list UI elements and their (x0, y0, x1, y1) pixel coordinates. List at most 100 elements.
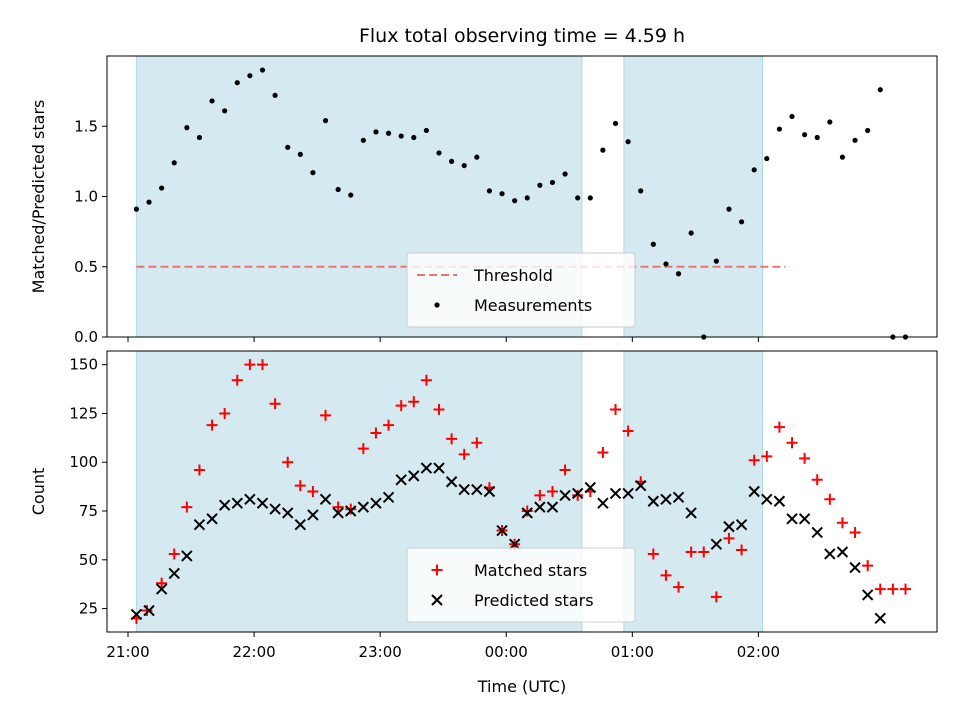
predicted-stars-point (181, 550, 193, 562)
predicted-stars-point (723, 520, 735, 533)
matched-stars-point (748, 454, 760, 466)
measurements-point (789, 113, 795, 120)
legend-label: Matched stars (474, 561, 587, 580)
measurements-point (474, 154, 480, 160)
measurements-point (776, 126, 783, 132)
measurements-point (247, 73, 253, 79)
matched-stars-point (723, 532, 735, 544)
matched-stars-point (256, 359, 268, 371)
y-tick-label: 100 (69, 453, 98, 471)
measurements-point (411, 134, 417, 141)
measurements-point (852, 137, 858, 143)
predicted-stars-point (496, 524, 508, 537)
predicted-stars-point (748, 485, 760, 498)
measurements-point (802, 132, 808, 138)
ratio-marks (133, 67, 909, 340)
predicted-stars-point (345, 505, 357, 517)
predicted-stars-point (609, 487, 622, 500)
predicted-stars-point (811, 526, 823, 539)
y-axis-label: Count (29, 468, 48, 516)
matched-stars-point (786, 437, 798, 449)
y-tick-label: 50 (79, 551, 98, 569)
measurements-point (675, 271, 682, 277)
measurements-point (524, 195, 530, 201)
matched-stars-point (773, 421, 785, 433)
predicted-stars-point (143, 604, 155, 617)
matched-stars-point (572, 489, 584, 501)
measurements-point (827, 119, 833, 125)
matched-stars-point (307, 486, 319, 497)
matched-stars-point (357, 443, 369, 455)
predicted-stars-point (382, 491, 395, 504)
predicted-stars-point (206, 513, 218, 525)
measurements-point (385, 130, 392, 136)
measurements-point (259, 67, 266, 73)
measurements-point (839, 154, 846, 160)
predicted-stars-point (559, 489, 571, 502)
measurements-point (638, 188, 644, 194)
y-tick-label: 75 (79, 502, 98, 520)
measurements-point (738, 219, 745, 225)
measurements-point (222, 108, 228, 114)
matched-stars-point (458, 448, 470, 460)
legend-box (406, 252, 636, 328)
predicted-stars-point (218, 499, 231, 511)
ratio-legend: Threshold Measurements (406, 252, 636, 328)
predicted-stars-point (798, 513, 811, 525)
matched-stars-point (320, 409, 332, 421)
measurements-point (449, 158, 455, 164)
predicted-stars-point (307, 509, 319, 521)
predicted-stars-point (408, 470, 420, 482)
matched-stars-point (141, 605, 153, 617)
measurements-point (600, 147, 606, 153)
matched-stars-point (244, 359, 256, 371)
predicted-stars-point (597, 497, 609, 509)
predicted-stars-point (458, 483, 470, 496)
y-axis-label: Matched/Predicted stars (29, 100, 48, 294)
y-tick-label: 0.0 (74, 328, 98, 346)
observing-window-2 (623, 55, 764, 338)
matched-stars-point (811, 474, 823, 486)
legend-label: Measurements (474, 296, 592, 315)
matched-stars-point (231, 374, 243, 386)
measurements-point (713, 258, 719, 264)
matched-stars-point (269, 398, 281, 410)
predicted-stars-point (735, 518, 748, 531)
predicted-stars-point (256, 497, 269, 509)
predicted-stars-point (294, 518, 307, 531)
y-tick-label: 125 (69, 404, 98, 422)
measurements-point (159, 185, 165, 191)
y-tick-label: 150 (69, 356, 98, 374)
y-tick-label: 1.5 (74, 117, 98, 135)
matched-stars-point (559, 464, 571, 476)
matched-stars-point (874, 583, 886, 595)
measurements-point (423, 127, 429, 134)
matched-stars-point (862, 560, 874, 572)
count-axes: 25 50 75 100 125 150 21:00 22:00 23:00 00:00 01:00… (29, 350, 938, 661)
predicted-stars-point (710, 538, 723, 550)
matched-stars-point (420, 374, 432, 386)
predicted-stars-point (773, 495, 786, 507)
predicted-stars-point (660, 493, 672, 506)
predicted-stars-point (433, 462, 445, 474)
x-tick-label: 01:00 (611, 643, 654, 661)
predicted-stars-point (282, 507, 294, 519)
measurements-point (322, 118, 329, 124)
matched-stars-point (370, 427, 382, 439)
predicted-stars-point (786, 513, 798, 525)
matched-stars-point (282, 456, 294, 468)
matched-stars-point (647, 548, 659, 560)
matched-stars-point (824, 493, 836, 505)
measurements-point (133, 206, 140, 212)
predicted-stars-point (571, 487, 584, 500)
measurements-point (272, 92, 278, 98)
measurements-point (537, 182, 543, 188)
measurements-point (310, 170, 316, 176)
matched-stars-point (206, 419, 218, 431)
matched-stars-point (534, 489, 546, 501)
measurements-point (688, 230, 694, 236)
matched-stars-point (736, 544, 748, 556)
predicted-stars-point (395, 474, 407, 486)
matched-stars-point (899, 583, 911, 595)
